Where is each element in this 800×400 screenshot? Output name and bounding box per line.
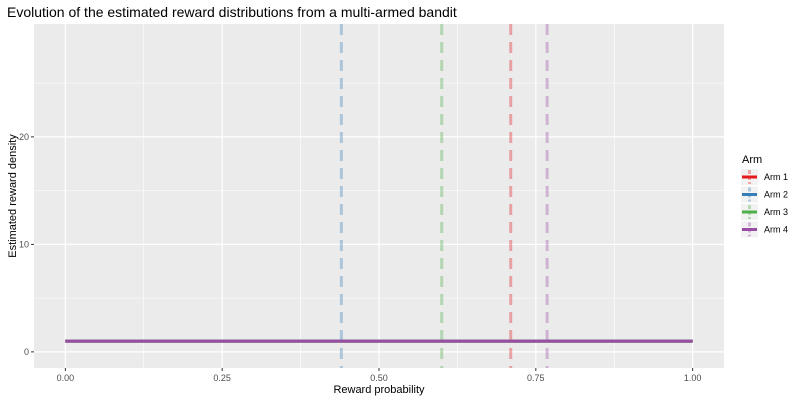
x-axis-title: Reward probability xyxy=(333,384,425,396)
x-axis-ticks: 0.00 0.25 0.50 0.75 1.00 xyxy=(57,368,702,383)
legend-label: Arm 2 xyxy=(764,190,788,200)
y-tick-label: 10 xyxy=(19,239,29,249)
y-tick-label: 20 xyxy=(19,132,29,142)
chart-title: Evolution of the estimated reward distri… xyxy=(7,4,457,20)
x-tick-label: 1.00 xyxy=(684,373,702,383)
y-tick-label: 0 xyxy=(24,347,29,357)
legend-title: Arm xyxy=(742,154,762,166)
y-axis-ticks: 0 10 20 xyxy=(19,132,34,357)
x-tick-label: 0.75 xyxy=(527,373,545,383)
x-tick-label: 0.00 xyxy=(57,373,75,383)
legend-label: Arm 1 xyxy=(764,172,788,182)
x-tick-label: 0.50 xyxy=(370,373,388,383)
legend: Arm Arm 1 Arm 2 Arm 3 Arm 4 xyxy=(741,154,788,238)
major-gridlines xyxy=(34,24,724,368)
y-axis-title: Estimated reward density xyxy=(7,134,19,258)
legend-label: Arm 3 xyxy=(764,207,788,217)
mean-lines xyxy=(339,24,549,368)
legend-label: Arm 4 xyxy=(764,225,788,235)
x-tick-label: 0.25 xyxy=(213,373,231,383)
